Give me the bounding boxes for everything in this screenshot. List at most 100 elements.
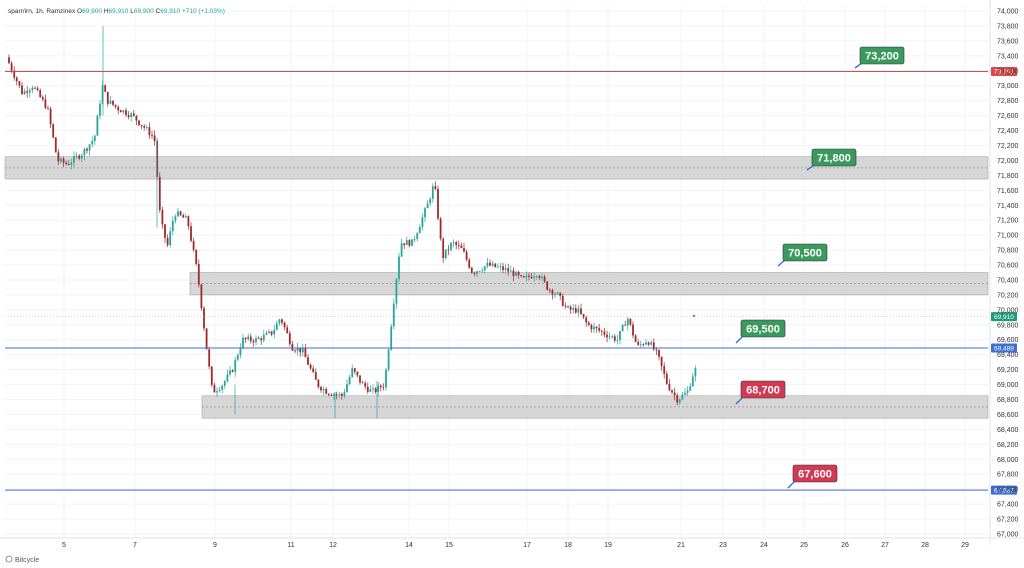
- candle-body: [67, 164, 70, 165]
- candle-body: [387, 349, 390, 370]
- candle-body: [533, 276, 536, 279]
- candle-body: [330, 394, 333, 396]
- candle-body: [252, 340, 255, 343]
- candle-body: [317, 379, 320, 388]
- candle-body: [561, 295, 564, 306]
- x-tick-label: 29: [961, 542, 969, 549]
- candle-body: [62, 158, 65, 163]
- x-tick-label: 27: [881, 542, 889, 549]
- candle-body: [260, 338, 263, 341]
- candle-body: [681, 394, 684, 400]
- candle-body: [587, 322, 590, 326]
- candle-body: [372, 388, 374, 390]
- y-tick-label: 69,400: [997, 352, 1019, 359]
- candle-body: [132, 113, 135, 116]
- candle-body: [650, 342, 653, 345]
- candle-body: [421, 217, 424, 227]
- candle-body: [88, 144, 91, 151]
- candle-body: [585, 317, 588, 323]
- candle-body: [205, 328, 208, 350]
- candle-body: [335, 394, 338, 396]
- candle-body: [106, 91, 109, 104]
- watermark: Bitcycle: [5, 555, 39, 564]
- candle-body: [268, 331, 270, 333]
- candle-body: [208, 349, 211, 367]
- candle-body: [390, 326, 393, 350]
- bitcycle-logo-icon: [5, 555, 13, 563]
- candle-body: [229, 370, 231, 375]
- candle-body: [343, 392, 346, 396]
- candle-body: [395, 279, 398, 304]
- candle-body: [525, 275, 528, 278]
- current-price-tag-text: 69,910: [994, 314, 1014, 321]
- candle-body: [486, 262, 489, 267]
- candle-body: [359, 375, 361, 383]
- candle-body: [437, 189, 439, 219]
- candle-body: [554, 294, 556, 295]
- x-tick-label: 15: [445, 542, 453, 549]
- candle-body: [130, 113, 133, 118]
- candle-body: [559, 292, 562, 296]
- current-candle-marker: [693, 314, 695, 317]
- y-tick-label: 68,000: [997, 457, 1019, 464]
- y-tick-label: 67,200: [997, 517, 1019, 524]
- y-tick-label: 69,000: [997, 382, 1019, 389]
- candle-body: [431, 186, 434, 199]
- y-tick-label: 71,600: [997, 188, 1019, 195]
- candle-body: [291, 344, 294, 351]
- candle-body: [416, 233, 419, 239]
- y-tick-label: 73,800: [997, 23, 1019, 30]
- candle-body: [398, 256, 400, 280]
- candle-body: [361, 382, 364, 384]
- candle-body: [75, 155, 78, 157]
- candle-body: [320, 387, 322, 391]
- candle-body: [151, 135, 153, 137]
- candle-body: [608, 336, 611, 338]
- candle-body: [200, 284, 203, 309]
- candle-body: [374, 388, 377, 392]
- candle-body: [616, 339, 619, 341]
- candle-body: [135, 115, 138, 121]
- candle-body: [671, 390, 673, 393]
- candle-body: [369, 389, 372, 392]
- y-tick-label: 72,600: [997, 113, 1019, 120]
- candle-body: [93, 135, 96, 142]
- candle-body: [491, 263, 494, 266]
- candle-body: [538, 276, 541, 279]
- header-interval: 1h: [35, 8, 43, 15]
- candle-body: [210, 366, 213, 385]
- candle-body: [171, 220, 174, 232]
- candle-body: [278, 319, 281, 324]
- candle-body: [624, 324, 627, 326]
- candle-body: [288, 333, 291, 345]
- candle-body: [478, 271, 481, 272]
- header-close-label: C: [156, 8, 161, 15]
- candle-body: [226, 374, 229, 382]
- y-tick-label: 69,200: [997, 367, 1019, 374]
- candle-body: [140, 124, 143, 127]
- candle-body: [452, 242, 455, 243]
- candle-body: [348, 376, 351, 385]
- candle-body: [686, 390, 689, 393]
- candle-body: [496, 266, 499, 268]
- candle-body: [663, 366, 666, 374]
- y-tick-label: 73,200: [997, 68, 1019, 75]
- candle-body: [613, 336, 616, 341]
- candle-body: [216, 391, 218, 393]
- annotation-pointer: [735, 396, 744, 405]
- candle-body: [439, 218, 442, 239]
- level-price-tag: [991, 343, 1017, 353]
- x-tick-label: 14: [405, 542, 413, 549]
- x-tick-label: 17: [523, 542, 531, 549]
- candle-body: [535, 276, 538, 277]
- candle-body: [239, 348, 242, 355]
- level-price-tag: [991, 485, 1017, 495]
- watermark-text: Bitcycle: [15, 557, 39, 564]
- candle-body: [148, 127, 151, 136]
- x-tick-label: 9: [213, 542, 217, 549]
- candle-body: [691, 376, 694, 387]
- y-tick-label: 69,800: [997, 322, 1019, 329]
- header-change: +710 (+1.03%): [182, 8, 225, 15]
- level-price-tag: [991, 66, 1017, 76]
